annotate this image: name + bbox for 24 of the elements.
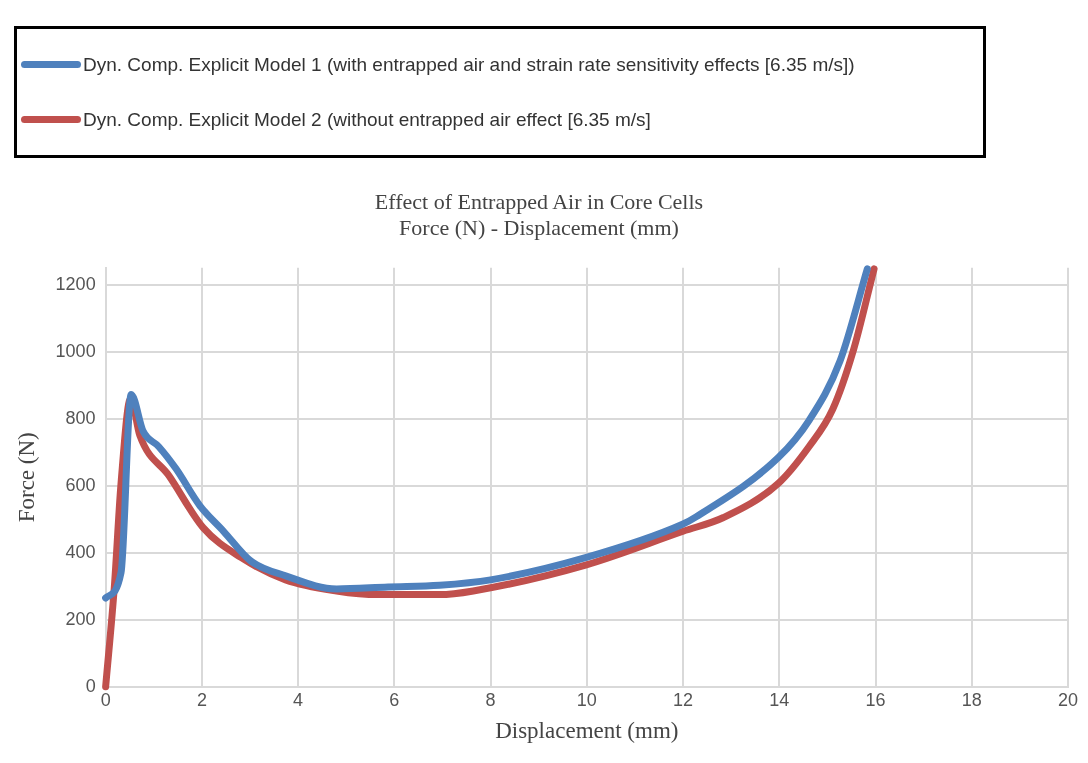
x-tick-label: 6: [389, 689, 400, 710]
x-tick-label: 8: [485, 689, 496, 710]
y-tick-label: 600: [65, 474, 96, 495]
x-tick-label: 4: [293, 689, 304, 710]
x-tick-label: 18: [961, 689, 982, 710]
x-tick-label: 10: [576, 689, 597, 710]
x-tick-label: 12: [673, 689, 694, 710]
chart-title: Effect of Entrapped Air in Core Cells: [374, 188, 704, 214]
y-tick-label: 0: [85, 675, 96, 696]
y-tick-label: 200: [65, 608, 96, 629]
y-tick-label: 1200: [55, 273, 96, 294]
x-axis-title: Displacement (mm): [495, 718, 679, 744]
y-tick-label: 1000: [55, 340, 96, 361]
x-tick-label: 20: [1057, 689, 1079, 710]
y-tick-label: 400: [65, 541, 96, 562]
legend-label: Dyn. Comp. Explicit Model 1 (with entrapped air and strain rate sensitivity effects [6.35 m/s]): [83, 53, 855, 76]
chart-subtitle: Force (N) - Displacement (mm): [399, 215, 679, 241]
x-tick-label: 14: [769, 689, 790, 710]
legend-label: Dyn. Comp. Explicit Model 2 (without entrapped air effect [6.35 m/s]: [83, 108, 651, 131]
x-tick-label: 16: [865, 689, 886, 710]
x-tick-label: 0: [100, 689, 111, 710]
y-tick-label: 800: [65, 407, 96, 428]
x-tick-label: 2: [196, 689, 207, 710]
y-axis-title: Force (N): [13, 432, 39, 523]
